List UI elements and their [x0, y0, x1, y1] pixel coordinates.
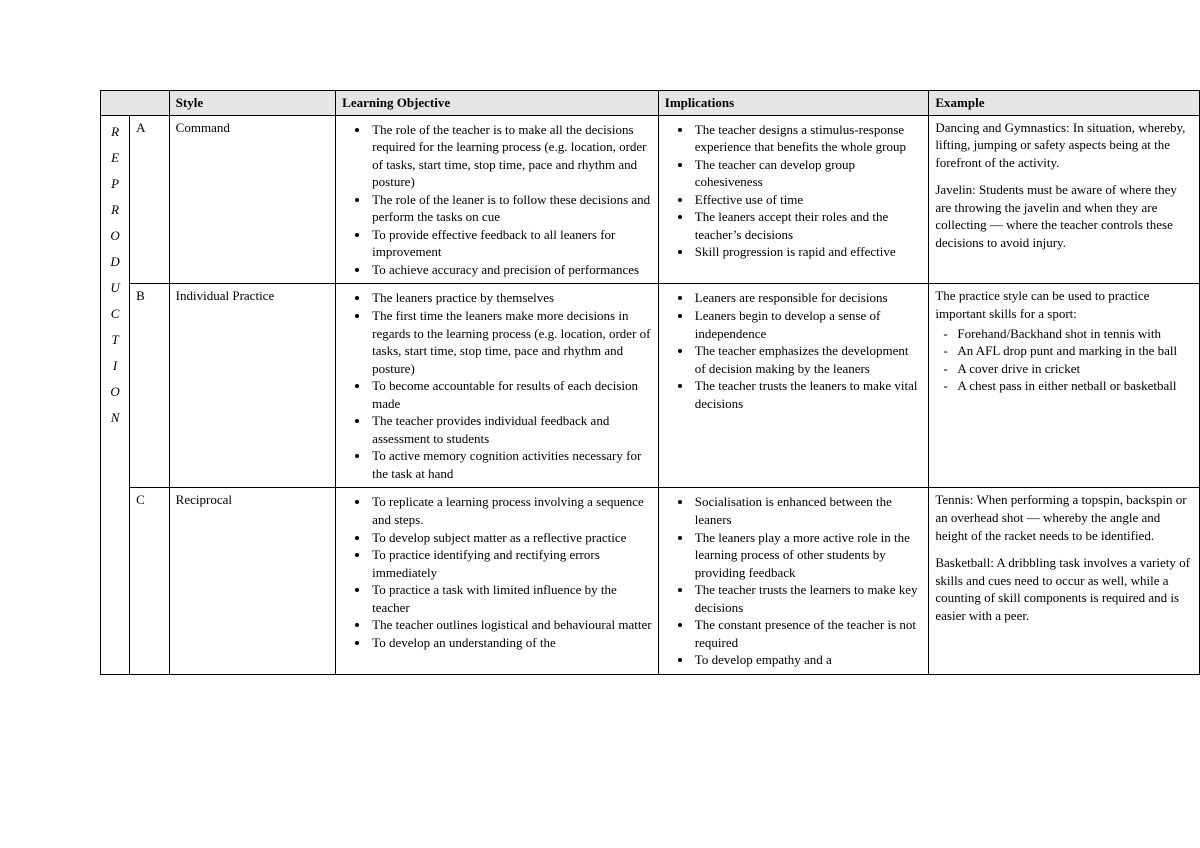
- example-paragraph: Basketball: A dribbling task involves a …: [935, 554, 1193, 624]
- category-letter: N: [107, 405, 123, 431]
- list-item: To practice identifying and rectifying e…: [370, 546, 652, 581]
- list-item: The role of the leaner is to follow thes…: [370, 191, 652, 226]
- list-item: The teacher outlines logistical and beha…: [370, 616, 652, 634]
- row-style: Individual Practice: [169, 284, 336, 488]
- list-item: The first time the leaners make more dec…: [370, 307, 652, 377]
- category-letter: T: [107, 327, 123, 353]
- list-item: Skill progression is rapid and effective: [693, 243, 923, 261]
- list-item: Leaners begin to develop a sense of inde…: [693, 307, 923, 342]
- list-item: To achieve accuracy and precision of per…: [370, 261, 652, 279]
- row-objectives: To replicate a learning process involvin…: [336, 488, 659, 674]
- row-example: Dancing and Gymnastics: In situation, wh…: [929, 115, 1200, 284]
- example-paragraph: Javelin: Students must be aware of where…: [935, 181, 1193, 251]
- list-item: Leaners are responsible for decisions: [693, 289, 923, 307]
- list-item: To replicate a learning process involvin…: [370, 493, 652, 528]
- list-item: The teacher provides individual feedback…: [370, 412, 652, 447]
- category-letter: R: [107, 197, 123, 223]
- header-example: Example: [929, 91, 1200, 116]
- list-item: The teacher trusts the learners to make …: [693, 581, 923, 616]
- table-row: B Individual Practice The leaners practi…: [101, 284, 1200, 488]
- list-item: The teacher trusts the leaners to make v…: [693, 377, 923, 412]
- implication-list: Leaners are responsible for decisionsLea…: [665, 289, 923, 412]
- header-style: Style: [169, 91, 336, 116]
- example-paragraph: Dancing and Gymnastics: In situation, wh…: [935, 119, 1193, 172]
- objective-list: The role of the teacher is to make all t…: [342, 121, 652, 279]
- objective-list: The leaners practice by themselvesThe fi…: [342, 289, 652, 482]
- implication-list: Socialisation is enhanced between the le…: [665, 493, 923, 668]
- category-letter: I: [107, 353, 123, 379]
- list-item: The teacher designs a stimulus-response …: [693, 121, 923, 156]
- document-page: Style Learning Objective Implications Ex…: [0, 0, 1200, 705]
- row-style: Command: [169, 115, 336, 284]
- teaching-styles-table: Style Learning Objective Implications Ex…: [100, 90, 1200, 675]
- row-letter: C: [130, 488, 170, 674]
- row-example: The practice style can be used to practi…: [929, 284, 1200, 488]
- list-item: To develop subject matter as a reflectiv…: [370, 529, 652, 547]
- list-item: The teacher can develop group cohesivene…: [693, 156, 923, 191]
- category-letter: E: [107, 145, 123, 171]
- row-letter: A: [130, 115, 170, 284]
- category-letter: P: [107, 171, 123, 197]
- row-implications: Leaners are responsible for decisionsLea…: [658, 284, 929, 488]
- example-intro: The practice style can be used to practi…: [935, 287, 1193, 322]
- list-item: To active memory cognition activities ne…: [370, 447, 652, 482]
- list-item: A chest pass in either netball or basket…: [955, 377, 1193, 395]
- row-objectives: The leaners practice by themselvesThe fi…: [336, 284, 659, 488]
- category-cell: REPRODUCTION: [101, 115, 130, 674]
- objective-list: To replicate a learning process involvin…: [342, 493, 652, 651]
- category-letter: D: [107, 249, 123, 275]
- row-implications: The teacher designs a stimulus-response …: [658, 115, 929, 284]
- category-letter: O: [107, 379, 123, 405]
- table-row: REPRODUCTION A Command The role of the t…: [101, 115, 1200, 284]
- list-item: To provide effective feedback to all lea…: [370, 226, 652, 261]
- category-letter: O: [107, 223, 123, 249]
- list-item: A cover drive in cricket: [955, 360, 1193, 378]
- list-item: Socialisation is enhanced between the le…: [693, 493, 923, 528]
- table-header-row: Style Learning Objective Implications Ex…: [101, 91, 1200, 116]
- header-blank: [101, 91, 170, 116]
- category-letter: U: [107, 275, 123, 301]
- row-objectives: The role of the teacher is to make all t…: [336, 115, 659, 284]
- list-item: An AFL drop punt and marking in the ball: [955, 342, 1193, 360]
- row-example: Tennis: When performing a topspin, backs…: [929, 488, 1200, 674]
- row-implications: Socialisation is enhanced between the le…: [658, 488, 929, 674]
- list-item: The role of the teacher is to make all t…: [370, 121, 652, 191]
- list-item: The leaners play a more active role in t…: [693, 529, 923, 582]
- list-item: To practice a task with limited influenc…: [370, 581, 652, 616]
- table-row: C Reciprocal To replicate a learning pro…: [101, 488, 1200, 674]
- list-item: To develop empathy and a: [693, 651, 923, 669]
- list-item: The teacher emphasizes the development o…: [693, 342, 923, 377]
- category-letter: C: [107, 301, 123, 327]
- list-item: The leaners accept their roles and the t…: [693, 208, 923, 243]
- row-style: Reciprocal: [169, 488, 336, 674]
- list-item: The constant presence of the teacher is …: [693, 616, 923, 651]
- list-item: Effective use of time: [693, 191, 923, 209]
- implication-list: The teacher designs a stimulus-response …: [665, 121, 923, 261]
- example-paragraph: Tennis: When performing a topspin, backs…: [935, 491, 1193, 544]
- header-implications: Implications: [658, 91, 929, 116]
- example-dash-list: Forehand/Backhand shot in tennis withAn …: [935, 325, 1193, 395]
- list-item: To become accountable for results of eac…: [370, 377, 652, 412]
- list-item: To develop an understanding of the: [370, 634, 652, 652]
- list-item: Forehand/Backhand shot in tennis with: [955, 325, 1193, 343]
- header-objective: Learning Objective: [336, 91, 659, 116]
- category-letter: R: [107, 119, 123, 145]
- list-item: The leaners practice by themselves: [370, 289, 652, 307]
- row-letter: B: [130, 284, 170, 488]
